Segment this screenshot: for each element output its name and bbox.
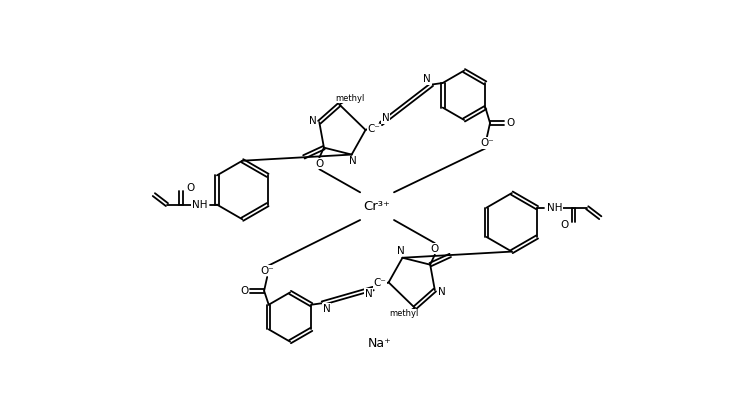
Text: N: N (323, 303, 330, 314)
Text: methyl: methyl (336, 94, 365, 103)
Text: C⁻: C⁻ (373, 278, 387, 288)
Text: Na⁺: Na⁺ (368, 337, 391, 350)
Text: N: N (423, 74, 431, 84)
Text: O: O (240, 286, 248, 296)
Text: NH: NH (191, 200, 207, 210)
Text: N: N (397, 246, 405, 256)
Text: O: O (315, 159, 323, 169)
Text: O⁻: O⁻ (260, 266, 274, 276)
Text: N: N (308, 116, 316, 126)
Text: N: N (349, 157, 357, 166)
Text: N: N (382, 113, 390, 124)
Text: O: O (431, 243, 439, 254)
Text: O: O (186, 183, 194, 193)
Text: C⁻: C⁻ (368, 124, 380, 134)
Text: O⁻: O⁻ (480, 138, 494, 148)
Text: Cr³⁺: Cr³⁺ (364, 200, 391, 213)
Text: methyl: methyl (389, 310, 419, 319)
Text: N: N (438, 287, 445, 297)
Text: NH: NH (547, 203, 562, 213)
Text: N: N (365, 289, 373, 299)
Text: O: O (506, 118, 514, 128)
Text: O: O (560, 220, 568, 229)
